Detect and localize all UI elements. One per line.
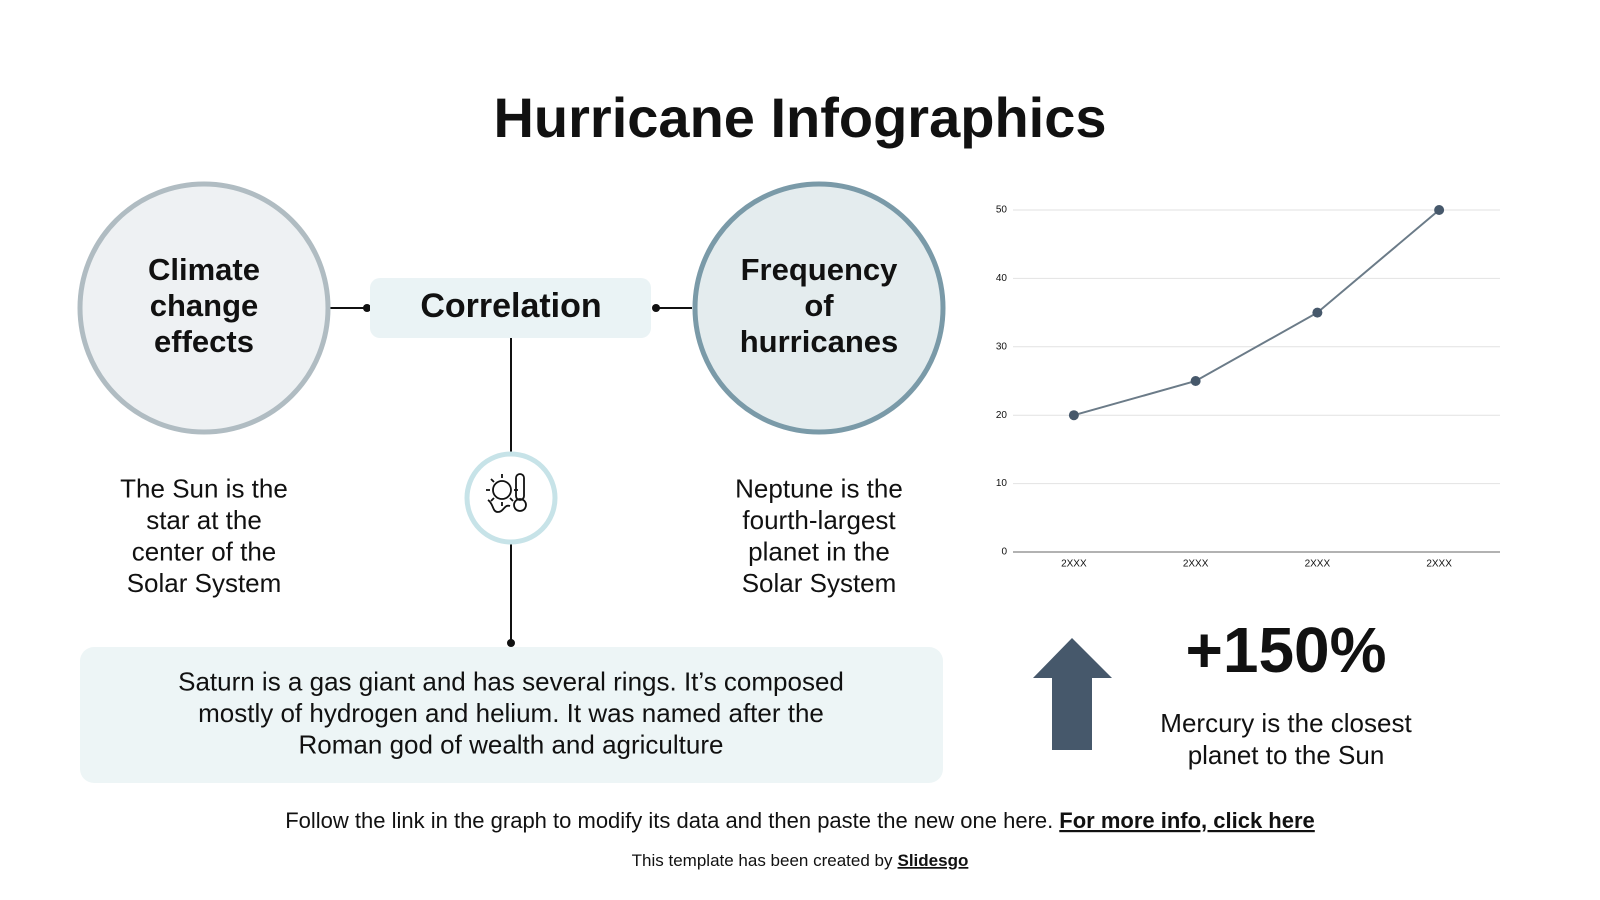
connector-dot [363,304,371,312]
node-box [370,278,651,338]
data-point [1190,376,1201,386]
stat-caption: Mercury is the closest [1160,708,1412,738]
climate-icon [486,473,527,513]
credit: This template has been created by Slidesg… [632,851,969,870]
footer-text: Follow the link in the graph to modify i… [285,808,1053,833]
title: Hurricane Infographics [493,86,1106,149]
credit-text: This template has been created by [632,851,893,870]
connector-dot [652,304,660,312]
y-tick-label: 40 [996,273,1008,284]
footer-link[interactable]: For more info, click here [1059,808,1315,833]
y-tick-label: 0 [1001,547,1007,558]
up-arrow [1033,638,1112,750]
x-tick-label: 2XXX [1061,559,1087,570]
node-label: Frequency [741,252,899,287]
description: Neptune is the [735,474,903,504]
stat-caption: planet to the Sun [1188,740,1385,770]
data-point [1312,307,1323,318]
node-label: Correlation [420,287,601,325]
x-tick-label: 2XXX [1426,559,1452,570]
description: The Sun is the [120,474,288,504]
data-line [1073,209,1440,417]
node-label: Climate [148,252,260,287]
summary-text: mostly of hydrogen and helium. It was na… [198,698,824,728]
y-tick-label: 20 [996,410,1008,421]
description: star at the [146,505,262,535]
y-tick-label: 50 [996,205,1008,216]
y-tick-label: 10 [996,478,1008,489]
summary-text: Roman god of wealth and agriculture [299,729,724,759]
footer: Follow the link in the graph to modify i… [285,808,1315,833]
data-point [1068,410,1079,421]
summary-box [80,647,943,783]
connector-dot [507,639,515,647]
description: center of the [132,537,277,567]
description: Solar System [127,568,282,598]
data-point [1434,205,1445,215]
description: Solar System [742,568,897,598]
description: fourth-largest [742,505,896,535]
description: planet in the [748,537,890,567]
y-tick-label: 30 [996,341,1008,352]
node-label: effects [154,324,254,359]
node-label: hurricanes [740,324,899,359]
summary-text: Saturn is a gas giant and has several ri… [178,666,844,696]
node-label: of [804,288,834,323]
x-tick-label: 2XXX [1183,559,1209,570]
x-tick-label: 2XXX [1305,559,1331,570]
node-circle [692,181,946,435]
credit-link[interactable]: Slidesgo [897,851,968,870]
stat-value: +150% [1185,614,1386,686]
node-circle [77,181,331,435]
node-label: change [150,288,259,323]
